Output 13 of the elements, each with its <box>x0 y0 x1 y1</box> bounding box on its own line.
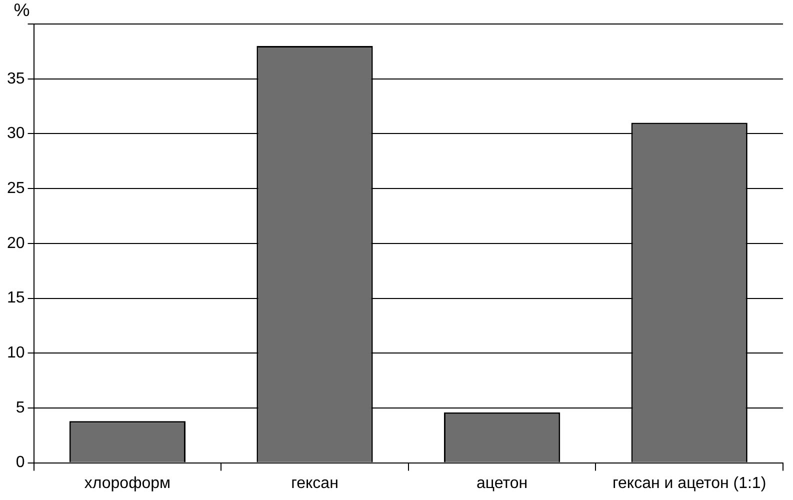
y-tick-label: 15 <box>7 290 25 307</box>
y-tick-label: 20 <box>7 234 25 252</box>
y-axis-title: % <box>14 0 30 20</box>
x-tick-label: гексан и ацетон (1:1) <box>612 474 766 492</box>
y-tick-label: 35 <box>7 70 25 88</box>
y-tick-label: 10 <box>7 344 25 362</box>
x-tick-label: ацетон <box>476 474 528 492</box>
y-tick-label: 5 <box>16 399 25 416</box>
y-tick-label: 25 <box>7 180 25 197</box>
y-tick-label: 0 <box>16 454 25 472</box>
x-tick-label: гексан <box>291 474 338 492</box>
y-tick-label: 30 <box>7 125 25 142</box>
x-tick-label: хлороформ <box>84 474 171 492</box>
